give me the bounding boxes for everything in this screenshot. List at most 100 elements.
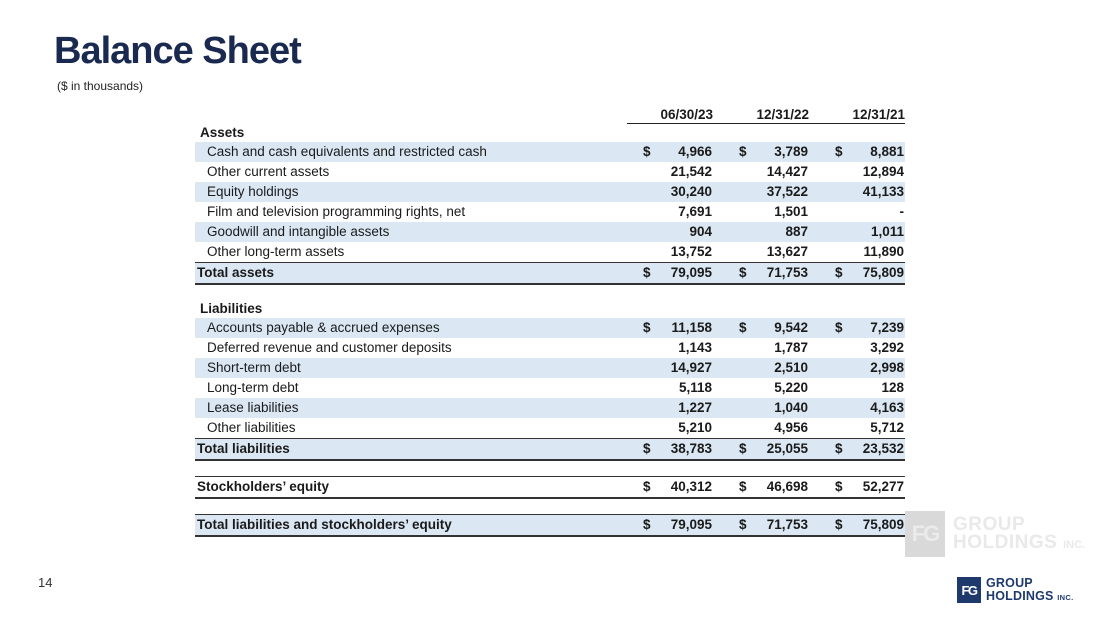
cell-value: 1,143 [678, 340, 712, 355]
value-cell: 5,118 [641, 378, 713, 398]
dollar-sign: $ [643, 265, 651, 280]
row-values: $4,966 $3,789 $8,881 [627, 142, 905, 162]
dollar-sign: $ [835, 265, 843, 280]
value-cell: 4,956 [737, 418, 809, 438]
cell-value: 52,277 [862, 479, 904, 494]
dollar-sign: $ [739, 320, 747, 335]
value-cell: - [833, 202, 905, 222]
row-label: Deferred revenue and customer deposits [207, 340, 452, 355]
cell-value: 71,753 [766, 265, 808, 280]
value-cell: 1,040 [737, 398, 809, 418]
dollar-sign: $ [643, 144, 651, 159]
row-label: Liabilities [200, 301, 263, 316]
value-cell: 14,427 [737, 162, 809, 182]
column-header: 12/31/21 [852, 107, 905, 122]
dollar-sign: $ [643, 320, 651, 335]
value-cell: 1,787 [737, 338, 809, 358]
cell-value: 46,698 [766, 479, 808, 494]
value-cell: 5,712 [833, 418, 905, 438]
row-label: Other current assets [207, 164, 330, 179]
row-label: Short-term debt [207, 360, 301, 375]
row-label: Assets [200, 125, 245, 140]
watermark-logo-mark: FG [905, 511, 945, 557]
data-row: Equity holdings 30,240 37,522 41,133 [195, 182, 905, 202]
dollar-sign: $ [835, 479, 843, 494]
row-values: 7,691 1,501 - [627, 202, 905, 222]
table-body: Assets Cash and cash equivalents and rest… [195, 124, 905, 537]
row-values: $79,095 $71,753 $75,809 [627, 515, 905, 535]
value-cell: 3,292 [833, 338, 905, 358]
dollar-sign: $ [739, 441, 747, 456]
dollar-sign: $ [739, 265, 747, 280]
cell-value: 14,427 [766, 164, 808, 179]
value-cell: 30,240 [641, 182, 713, 202]
value-cell: 904 [641, 222, 713, 242]
watermark-logo: FG GROUP HOLDINGS INC. [905, 511, 1085, 557]
spacer-row [195, 285, 905, 300]
cell-value: 1,011 [870, 224, 904, 239]
value-cell: $23,532 [833, 439, 905, 459]
value-cell: 7,691 [641, 202, 713, 222]
dollar-sign: $ [643, 517, 651, 532]
cell-value: 79,095 [670, 517, 712, 532]
value-cell: 887 [737, 222, 809, 242]
data-row: Lease liabilities 1,227 1,040 4,163 [195, 398, 905, 418]
value-cell: 1,227 [641, 398, 713, 418]
cell-value: 12,894 [862, 164, 904, 179]
value-cell: 2,510 [737, 358, 809, 378]
value-cell: 1,501 [737, 202, 809, 222]
section-row: Liabilities [195, 300, 905, 318]
value-cell: 5,220 [737, 378, 809, 398]
total-row: Total liabilities $38,783 $25,055 $23,532 [195, 438, 905, 461]
row-label: Film and television programming rights, … [207, 204, 466, 219]
row-values: 5,210 4,956 5,712 [627, 418, 905, 438]
row-values: $79,095 $71,753 $75,809 [627, 263, 905, 283]
column-header: 12/31/22 [756, 107, 809, 122]
cell-value: 128 [881, 380, 904, 395]
company-logo-line2: HOLDINGS INC. [986, 589, 1074, 603]
row-label: Total assets [197, 265, 275, 280]
data-row: Long-term debt 5,118 5,220 128 [195, 378, 905, 398]
cell-value: 2,510 [774, 360, 808, 375]
value-cell: $46,698 [737, 477, 809, 497]
value-cell: 5,210 [641, 418, 713, 438]
row-label: Other liabilities [207, 420, 296, 435]
dollar-sign: $ [739, 517, 747, 532]
row-values: 14,927 2,510 2,998 [627, 358, 905, 378]
cell-value: 904 [689, 224, 712, 239]
cell-value: 25,055 [766, 441, 808, 456]
value-cell: 1,011 [833, 222, 905, 242]
value-cell: $3,789 [737, 142, 809, 162]
row-values: 1,227 1,040 4,163 [627, 398, 905, 418]
value-cell: 13,627 [737, 242, 809, 262]
value-cell: $79,095 [641, 515, 713, 535]
cell-value: 21,542 [670, 164, 712, 179]
cell-value: 1,227 [678, 400, 712, 415]
cell-value: - [899, 204, 905, 219]
row-label: Cash and cash equivalents and restricted… [207, 144, 487, 159]
value-cell: $4,966 [641, 142, 713, 162]
value-cell: $71,753 [737, 263, 809, 283]
dollar-sign: $ [835, 144, 843, 159]
value-cell: $38,783 [641, 439, 713, 459]
balance-sheet-table: 06/30/23 12/31/22 12/31/21 Assets Cash and … [195, 103, 905, 537]
cell-value: 75,809 [862, 517, 904, 532]
cell-value: 1,787 [774, 340, 808, 355]
row-values: 5,118 5,220 128 [627, 378, 905, 398]
cell-value: 8,881 [870, 144, 904, 159]
value-cell: $40,312 [641, 477, 713, 497]
cell-value: 41,133 [862, 184, 904, 199]
value-cell: 11,890 [833, 242, 905, 262]
watermark-logo-line1: GROUP [953, 513, 1026, 535]
page-number: 14 [38, 575, 53, 590]
value-cell: $9,542 [737, 318, 809, 338]
cell-value: 4,163 [870, 400, 904, 415]
row-label: Goodwill and intangible assets [207, 224, 390, 239]
cell-value: 71,753 [766, 517, 808, 532]
value-cell: 37,522 [737, 182, 809, 202]
cell-value: 5,712 [870, 420, 904, 435]
cell-value: 5,210 [678, 420, 712, 435]
row-label: Total liabilities and stockholders’ equi… [197, 517, 452, 532]
cell-value: 3,292 [870, 340, 904, 355]
